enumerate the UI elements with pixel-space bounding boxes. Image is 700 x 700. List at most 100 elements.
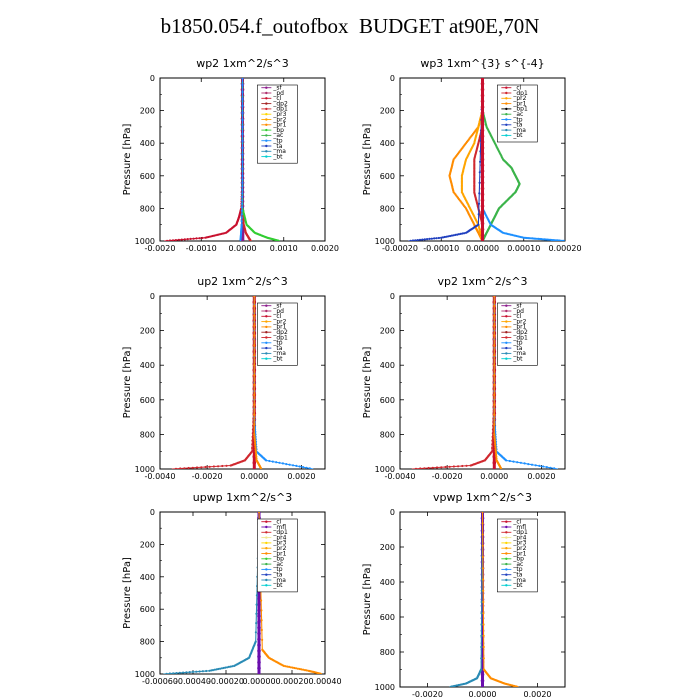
series-point-pr1 — [253, 354, 256, 357]
series-point-dp1 — [465, 464, 468, 467]
series-point-dp1 — [229, 464, 232, 467]
legend-marker — [505, 309, 508, 313]
series-point-ta — [479, 160, 482, 163]
legend-entry: _bt — [272, 356, 283, 363]
series-point-ta — [437, 236, 440, 240]
legend-marker — [265, 536, 268, 539]
series-point-cl — [480, 169, 485, 173]
series-point-pr1 — [493, 296, 496, 298]
series-point-tp — [291, 464, 295, 467]
legend-entry: _dp1 — [512, 90, 528, 97]
y-tick-label: 1000 — [375, 237, 395, 246]
legend-marker — [505, 123, 508, 127]
y-tick-label: 400 — [140, 573, 155, 582]
series-point-ma — [172, 672, 175, 674]
series-point-pr1 — [255, 457, 258, 460]
series-point-dp1 — [174, 467, 178, 469]
legend-entry: _dp2 — [272, 329, 288, 336]
series-point-tp — [295, 464, 298, 467]
x-tick-label: 0.0020 — [287, 472, 315, 481]
series-point-tp — [562, 239, 565, 241]
legend-entry: _pr1 — [272, 324, 286, 331]
series-point-ma — [198, 670, 201, 673]
series-point-mfl — [257, 666, 261, 670]
series-point-tp — [241, 139, 244, 142]
series-point-ta — [449, 234, 452, 238]
series-point-cl — [480, 78, 485, 80]
panel-title: wp3 1xm^{3} s^{-4} — [420, 57, 544, 70]
series-point-pr1 — [253, 334, 256, 337]
series-point-dp1 — [419, 467, 422, 469]
series-point-pr1 — [493, 324, 496, 327]
series-point-cl — [480, 192, 485, 197]
series-point-pr1 — [319, 672, 322, 674]
series-point-ta — [414, 239, 417, 241]
series-point-cl — [480, 163, 485, 168]
legend-marker — [505, 336, 508, 339]
legend-entry: _bp — [272, 127, 284, 134]
legend-marker — [265, 573, 268, 576]
series-point-cl — [480, 93, 485, 98]
series-point-ta — [477, 202, 481, 205]
series-point-pr1 — [253, 304, 256, 307]
series-point-mfl — [257, 625, 261, 630]
series-point-tp — [241, 167, 244, 170]
legend-marker — [265, 547, 268, 550]
legend-entry: _tp — [272, 138, 282, 145]
plot-frame — [399, 295, 566, 470]
series-point-dp1 — [457, 465, 460, 468]
legend-marker — [505, 128, 508, 132]
series-point-pr1 — [481, 567, 485, 570]
series-point-ta — [445, 235, 448, 238]
series-point-ma — [226, 666, 229, 669]
series-point-ta — [416, 239, 419, 241]
legend-entry: _pr2 — [512, 545, 526, 552]
legend-marker — [505, 118, 508, 121]
series-point-pr1 — [254, 450, 257, 453]
y-tick-label: 200 — [140, 540, 155, 549]
series-point-dp1 — [251, 435, 254, 438]
legend-marker — [505, 134, 508, 137]
legend-entry: _tp — [272, 340, 282, 347]
legend-marker — [265, 336, 268, 339]
y-tick-label: 0 — [390, 508, 395, 517]
series-point-ma — [227, 665, 230, 669]
series-point-tp — [268, 459, 271, 463]
series-point-cl — [183, 238, 186, 241]
series-point-cl — [480, 128, 485, 133]
series-point-cl — [252, 461, 257, 465]
legend-marker — [265, 552, 268, 555]
series-point-pr1 — [494, 444, 497, 447]
series-point-tp — [240, 206, 244, 209]
series-point-ma — [480, 657, 483, 660]
series-point-ma — [191, 670, 195, 674]
series-point-dp1 — [491, 443, 494, 446]
series-point-cl — [480, 146, 485, 150]
legend-entry: _dp1 — [512, 529, 528, 536]
y-tick-label: 400 — [380, 361, 395, 370]
series-point-tp — [271, 460, 274, 463]
legend-marker — [505, 97, 508, 100]
legend-marker — [505, 352, 508, 355]
series-point-ta — [428, 237, 431, 240]
series-point-pr1 — [298, 667, 301, 671]
legend-entry: _pr2 — [272, 318, 286, 325]
series-point-pr1 — [291, 666, 294, 669]
series-point-ma — [480, 645, 483, 649]
series-point-pr1 — [493, 364, 496, 367]
series-point-cl — [252, 454, 257, 459]
series-point-ta — [423, 238, 426, 241]
series-point-tp — [534, 464, 537, 467]
series-point-cl — [480, 134, 485, 138]
legend-marker — [265, 578, 268, 582]
series-point-tp — [519, 461, 523, 464]
legend-marker — [265, 102, 268, 105]
series-point-ma — [168, 672, 171, 674]
series-point-ta — [452, 234, 455, 237]
legend-marker — [505, 525, 508, 529]
series-point-pr1 — [482, 612, 485, 615]
series-point-pr1 — [254, 444, 257, 447]
series-point-cl — [480, 186, 485, 191]
legend-entry: _pr1 — [272, 550, 286, 557]
legend-marker — [265, 568, 268, 571]
